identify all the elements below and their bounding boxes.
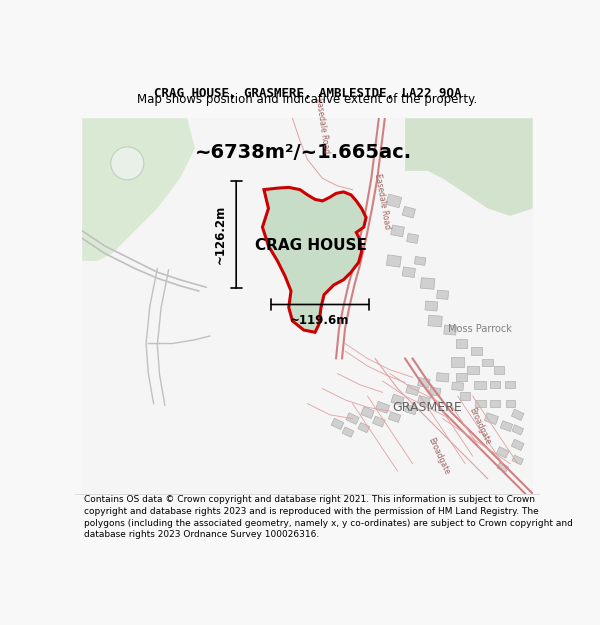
Bar — [444, 325, 457, 335]
Circle shape — [111, 147, 144, 180]
Bar — [418, 378, 430, 388]
Text: ~119.6m: ~119.6m — [290, 314, 350, 326]
Bar — [430, 387, 441, 396]
Text: Easedale Road: Easedale Road — [373, 173, 392, 229]
Bar — [505, 381, 515, 388]
Bar — [456, 339, 467, 348]
Bar — [467, 366, 479, 374]
Bar — [490, 400, 500, 407]
Bar — [511, 409, 524, 421]
Bar — [386, 194, 402, 208]
Bar — [475, 400, 486, 408]
Bar — [500, 421, 512, 431]
Bar — [490, 381, 500, 388]
Bar — [512, 425, 524, 435]
Bar — [497, 462, 508, 472]
Bar — [415, 256, 426, 266]
Bar — [506, 400, 515, 407]
Bar — [428, 315, 442, 327]
Bar — [474, 381, 486, 389]
Bar — [402, 267, 415, 278]
Polygon shape — [262, 188, 366, 332]
Bar — [361, 407, 374, 419]
Text: ~126.2m: ~126.2m — [214, 205, 227, 264]
Text: CRAG HOUSE, GRASMERE, AMBLESIDE, LA22 9QA: CRAG HOUSE, GRASMERE, AMBLESIDE, LA22 9Q… — [154, 87, 461, 100]
Bar — [425, 301, 438, 311]
Bar — [496, 447, 509, 458]
Bar — [407, 234, 418, 243]
Text: CRAG HOUSE: CRAG HOUSE — [256, 239, 367, 254]
Bar — [482, 359, 493, 366]
Bar — [346, 413, 359, 424]
Polygon shape — [82, 118, 195, 261]
Text: Moss Parrock: Moss Parrock — [448, 324, 512, 334]
Text: Broadgate: Broadgate — [427, 436, 451, 476]
Bar — [436, 372, 449, 382]
Bar — [484, 412, 499, 424]
Bar — [376, 401, 389, 413]
Bar — [452, 382, 464, 391]
Bar — [418, 396, 430, 406]
Bar — [388, 412, 401, 422]
Bar — [451, 357, 464, 367]
Bar — [402, 206, 415, 218]
Text: Easedale Road: Easedale Road — [314, 98, 331, 154]
Bar — [460, 392, 470, 400]
Bar — [342, 427, 354, 438]
Text: ~6738m²/~1.665ac.: ~6738m²/~1.665ac. — [195, 142, 412, 162]
Bar — [437, 290, 449, 299]
Bar — [373, 416, 385, 427]
Bar — [405, 404, 417, 415]
Bar — [494, 366, 504, 374]
Text: Contains OS data © Crown copyright and database right 2021. This information is : Contains OS data © Crown copyright and d… — [84, 495, 573, 539]
Bar — [406, 384, 419, 396]
Text: GRASMERE: GRASMERE — [393, 401, 463, 414]
Bar — [358, 422, 370, 432]
Bar — [331, 418, 344, 429]
Bar — [456, 373, 467, 381]
Bar — [512, 455, 523, 465]
Bar — [421, 278, 435, 289]
Bar — [391, 394, 404, 406]
Bar — [511, 439, 524, 451]
Polygon shape — [405, 118, 533, 216]
Bar — [471, 348, 482, 355]
Bar — [386, 255, 401, 267]
Text: Broadgate: Broadgate — [467, 406, 493, 446]
Bar — [391, 225, 404, 237]
Text: Map shows position and indicative extent of the property.: Map shows position and indicative extent… — [137, 93, 478, 106]
